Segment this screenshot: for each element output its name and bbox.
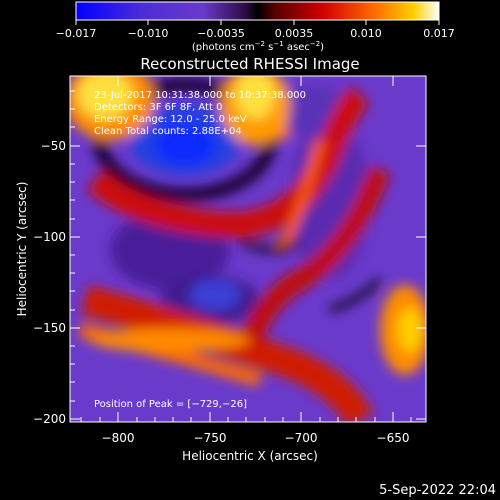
y-axis-ticks xyxy=(70,90,426,420)
colorbar-tick-label: −0.0035 xyxy=(197,27,245,40)
x-tick-label: −650 xyxy=(377,431,410,445)
colorbar-tick-label: −0.017 xyxy=(56,27,97,40)
annotation-line: Clean Total counts: 2.88E+04 xyxy=(94,126,242,137)
colorbar-unit-label: (photons cm−2 s−1 asec−2) xyxy=(192,40,324,53)
heatmap-image xyxy=(70,76,426,422)
colorbar: −0.017 −0.010 −0.0035 0.0035 0.010 0.017… xyxy=(56,1,455,53)
colorbar-tick-label: 0.017 xyxy=(423,27,455,40)
annotation-line: Energy Range: 12.0 - 25.0 keV xyxy=(94,114,247,125)
colorbar-tick-label: −0.010 xyxy=(128,27,169,40)
x-axis-ticks xyxy=(80,76,412,422)
y-axis-label: Heliocentric Y (arcsec) xyxy=(15,182,29,317)
colorbar-tick-label: 0.010 xyxy=(350,27,382,40)
peak-position-label: Position of Peak = [−729,−26] xyxy=(94,399,247,410)
x-tick-label: −800 xyxy=(102,431,135,445)
x-axis-label: Heliocentric X (arcsec) xyxy=(182,449,318,463)
annotation-line: 23-Jul-2017 10:31:38.000 to 10:37:38.000 xyxy=(94,90,306,101)
colorbar-gradient xyxy=(75,1,440,21)
y-tick-label: −100 xyxy=(33,230,66,244)
y-tick-label: −50 xyxy=(41,139,66,153)
annotation-line: Detectors: 3F 6F 8F, Att 0 xyxy=(94,102,222,113)
plot-title: Reconstructed RHESSI Image xyxy=(140,55,359,73)
annotation-block: 23-Jul-2017 10:31:38.000 to 10:37:38.000… xyxy=(94,90,306,137)
colorbar-tick-label: 0.0035 xyxy=(275,27,314,40)
plot-frame xyxy=(69,75,427,423)
y-tick-label: −150 xyxy=(33,321,66,335)
y-tick-label: −200 xyxy=(33,412,66,426)
x-tick-label: −750 xyxy=(194,431,227,445)
footer-date: 5-Sep-2022 22:04 xyxy=(379,483,496,498)
x-tick-label: −700 xyxy=(285,431,318,445)
